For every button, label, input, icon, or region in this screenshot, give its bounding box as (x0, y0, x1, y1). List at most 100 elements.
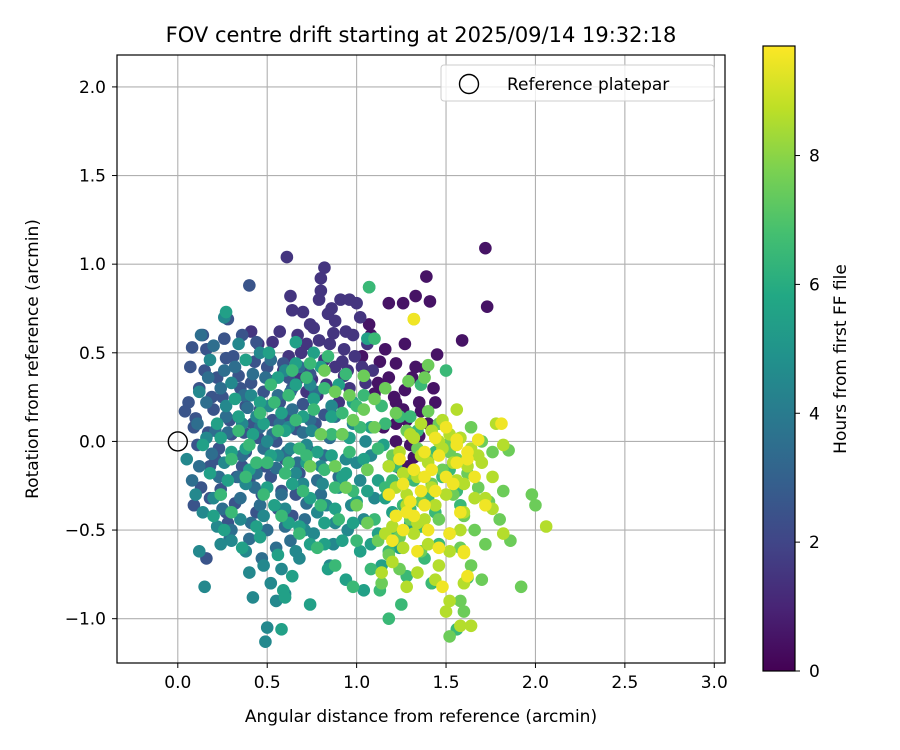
data-point (429, 484, 442, 498)
data-point (361, 516, 374, 530)
data-point (307, 346, 321, 360)
data-point (226, 350, 240, 363)
data-point (346, 413, 360, 427)
data-point (348, 350, 362, 363)
data-point (310, 445, 324, 459)
data-point (325, 410, 338, 423)
data-point (439, 488, 453, 501)
data-point (350, 534, 363, 547)
data-point (375, 576, 388, 590)
data-point (260, 621, 274, 634)
data-point (328, 559, 342, 572)
data-point (353, 311, 367, 324)
y-axis-ticks: −1.0 −0.5 0.0 0.5 1.0 1.5 2.0 (65, 78, 117, 630)
data-point (303, 357, 317, 370)
data-point (396, 477, 410, 491)
data-point (303, 598, 317, 611)
legend-box (440, 64, 715, 102)
data-point (284, 442, 297, 455)
plot-area: 0.0 0.5 1.0 1.5 2.0 2.5 3.0 −1.0 −0.5 0.0 0.5 1.0 1… (65, 54, 728, 693)
legend-reference-icon (458, 73, 480, 95)
data-point (314, 498, 328, 512)
data-point (325, 449, 338, 462)
data-point (336, 355, 349, 368)
data-point (191, 417, 204, 430)
data-point (407, 527, 421, 540)
data-point (396, 467, 410, 480)
data-point (219, 399, 233, 413)
reference-marker-group (167, 431, 189, 452)
data-point (289, 335, 303, 349)
data-point (443, 594, 456, 608)
x-tick-label: 0.0 (164, 673, 191, 693)
data-point (471, 433, 485, 446)
data-point (454, 619, 467, 633)
data-point (192, 459, 206, 473)
data-point (239, 470, 253, 484)
data-point (217, 332, 231, 345)
data-point (350, 296, 363, 310)
data-point (327, 326, 340, 340)
data-point (455, 334, 469, 347)
data-point (420, 270, 433, 283)
data-point (436, 580, 449, 594)
y-tick-label: 0.0 (79, 432, 106, 452)
data-point (232, 337, 245, 351)
data-point (203, 353, 217, 367)
data-point (336, 406, 349, 420)
data-point (316, 477, 329, 491)
data-point (184, 360, 197, 374)
colorbar-tick-label: 0 (809, 662, 820, 682)
data-point (439, 420, 453, 434)
data-point (407, 431, 421, 445)
legend-label: Reference platepar (507, 75, 669, 95)
data-point (253, 346, 267, 360)
data-point (468, 523, 481, 537)
colorbar-gradient (762, 45, 796, 672)
data-point (409, 289, 422, 303)
data-point (407, 463, 421, 477)
data-point (271, 424, 285, 438)
data-point (228, 360, 242, 374)
data-point (244, 389, 258, 402)
data-point (285, 477, 299, 491)
data-point (257, 509, 270, 523)
data-point (243, 566, 256, 579)
y-axis-label: Rotation from reference (arcmin) (23, 219, 43, 499)
data-point (443, 630, 456, 643)
data-point (400, 506, 413, 519)
data-point (450, 433, 464, 446)
data-point (525, 488, 539, 501)
data-point (325, 399, 338, 413)
data-point (357, 584, 371, 597)
data-point (275, 623, 288, 636)
data-point (307, 392, 321, 406)
data-point (378, 381, 392, 395)
data-point (423, 295, 437, 308)
data-point (205, 447, 219, 461)
data-point (357, 369, 371, 383)
data-point (296, 484, 310, 498)
data-point (400, 580, 413, 594)
data-point (180, 452, 194, 466)
data-point (346, 328, 360, 342)
data-point (343, 445, 356, 459)
data-point (264, 378, 278, 392)
data-point (285, 403, 299, 416)
data-point (364, 562, 378, 576)
data-point (219, 305, 233, 319)
data-point (253, 498, 267, 512)
data-point (253, 530, 267, 544)
data-point (432, 559, 446, 572)
data-point (318, 364, 331, 377)
data-point (382, 296, 396, 310)
data-point (275, 509, 288, 523)
data-point (475, 456, 489, 469)
data-point (429, 498, 442, 512)
data-point (307, 403, 321, 416)
data-point (387, 390, 401, 404)
data-point (257, 417, 270, 430)
data-point (359, 435, 372, 448)
data-point (414, 484, 428, 498)
